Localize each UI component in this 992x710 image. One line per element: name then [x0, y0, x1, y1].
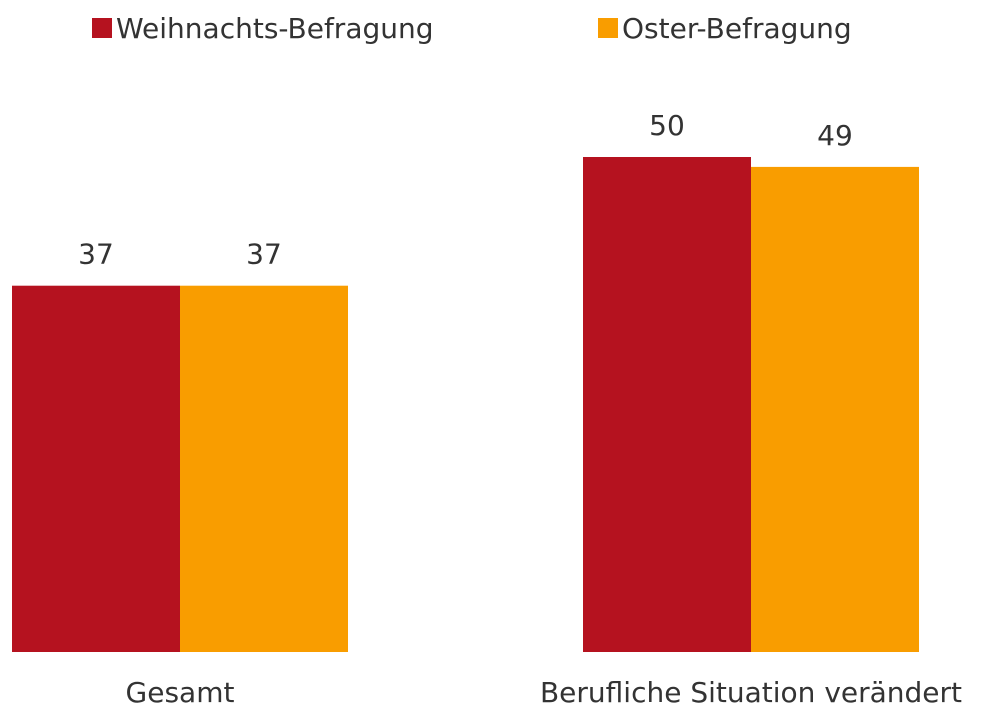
legend-swatch [598, 18, 618, 38]
value-label: 50 [649, 109, 685, 142]
value-label: 49 [817, 119, 853, 152]
bar [180, 285, 348, 652]
value-label: 37 [246, 238, 282, 271]
x-tick-label: Gesamt [126, 676, 235, 709]
legend-swatch [92, 18, 112, 38]
bar [12, 285, 180, 652]
legend-label: Oster-Befragung [622, 12, 852, 45]
bar [583, 157, 751, 652]
x-tick-label: Berufliche Situation verändert [540, 676, 962, 709]
bar [751, 166, 919, 652]
legend-label: Weihnachts-Befragung [116, 12, 434, 45]
value-label: 37 [78, 238, 114, 271]
